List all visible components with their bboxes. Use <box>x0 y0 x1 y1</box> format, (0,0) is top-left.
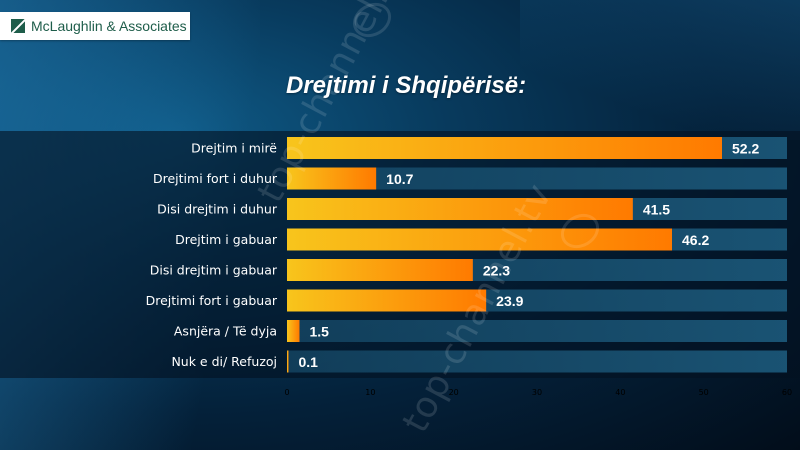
bar-value-label: 22.3 <box>483 263 510 279</box>
x-tick-label: 0 <box>284 388 289 397</box>
x-tick-label: 60 <box>782 388 792 397</box>
x-tick-label: 50 <box>699 388 709 397</box>
bar <box>287 289 487 312</box>
category-label: Drejtim i gabuar <box>175 232 278 247</box>
logo-text: McLaughlin & Associates <box>31 18 187 34</box>
x-tick-label: 20 <box>449 388 459 397</box>
x-tick-label: 10 <box>365 388 375 397</box>
bar <box>287 228 672 251</box>
category-label: Drejtimi fort i gabuar <box>146 293 278 308</box>
category-label: Drejtimi fort i duhur <box>153 171 278 186</box>
bar <box>287 167 377 190</box>
bar-value-label: 0.1 <box>299 354 319 370</box>
x-tick-label: 30 <box>532 388 542 397</box>
bar-track <box>287 350 787 373</box>
x-tick-label: 40 <box>615 388 625 397</box>
bar <box>287 137 722 159</box>
logo-mark-icon <box>11 19 25 33</box>
category-label: Disi drejtim i gabuar <box>150 263 278 278</box>
bar <box>287 350 289 373</box>
bar-value-label: 52.2 <box>732 141 759 157</box>
bar <box>287 259 473 281</box>
bar-track <box>287 320 787 342</box>
bar-value-label: 1.5 <box>310 324 330 340</box>
category-label: Disi drejtim i duhur <box>157 202 278 217</box>
bar-track <box>287 167 787 190</box>
bar-value-label: 41.5 <box>643 202 670 218</box>
chart-title: Drejtimi i Shqipërisë: <box>286 72 527 99</box>
category-label: Asnjëra / Të dyja <box>174 324 277 339</box>
category-label: Nuk e di/ Refuzoj <box>171 354 277 369</box>
bar <box>287 198 633 220</box>
category-label: Drejtim i mirë <box>191 141 277 156</box>
bar-value-label: 10.7 <box>386 171 413 187</box>
bar <box>287 320 300 342</box>
bar-value-label: 46.2 <box>682 232 709 248</box>
logo: McLaughlin & Associates <box>0 12 190 40</box>
bar-value-label: 23.9 <box>496 293 523 309</box>
